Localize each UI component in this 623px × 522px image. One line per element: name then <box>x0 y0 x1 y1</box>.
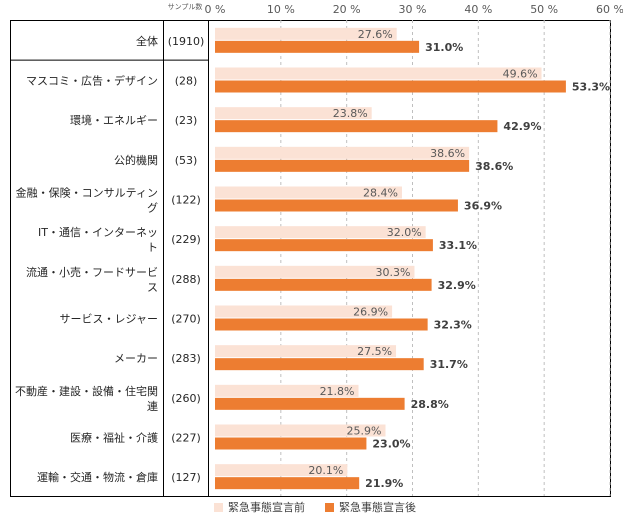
bar-after <box>215 477 360 490</box>
bar-after <box>215 278 432 291</box>
data-label-after: 21.9% <box>365 477 403 490</box>
data-label-after: 23.0% <box>372 438 410 451</box>
bar-after <box>215 80 566 93</box>
legend-label-before: 緊急事態宣言前 <box>228 500 305 514</box>
bar-before <box>215 424 386 437</box>
data-label-after: 32.9% <box>438 279 476 292</box>
sample-size: (227) <box>171 432 201 445</box>
bar-after <box>215 239 433 252</box>
category-label: 全体 <box>136 34 158 48</box>
category-label-continued: 連 <box>147 399 158 413</box>
sample-size: (23) <box>175 114 198 127</box>
data-label-after: 38.6% <box>475 160 513 173</box>
category-label: 公的機関 <box>114 153 158 167</box>
sample-size: (1910) <box>168 35 205 48</box>
bar-after <box>215 120 498 133</box>
data-label-before: 27.5% <box>357 345 392 358</box>
category-label: 流通・小売・フードサービ <box>26 265 158 279</box>
data-label-before: 28.4% <box>363 187 398 200</box>
sample-size: (229) <box>171 233 201 246</box>
category-label: サービス・レジャー <box>60 313 158 326</box>
x-tick-label: 50 % <box>530 3 558 16</box>
sample-size: (283) <box>171 352 201 365</box>
x-tick-label: 10 % <box>267 3 295 16</box>
category-label: 不動産・建設・設備・住宅関 <box>15 384 158 398</box>
bar-after <box>215 397 405 410</box>
data-label-before: 49.6% <box>503 68 538 81</box>
sample-size-header: サンプル数 <box>168 2 203 11</box>
sample-size: (288) <box>171 273 201 286</box>
sample-size: (127) <box>171 471 201 484</box>
bar-before <box>215 146 470 159</box>
category-label: 運輸・交通・物流・倉庫 <box>37 470 158 484</box>
category-label: IT・通信・インターネッ <box>38 226 158 239</box>
bar-after <box>215 40 420 53</box>
bar-before <box>215 27 397 40</box>
data-label-before: 27.6% <box>358 28 393 41</box>
data-label-before: 38.6% <box>430 147 465 160</box>
category-label: 環境・エネルギー <box>70 113 158 127</box>
legend-swatch-after <box>325 503 334 512</box>
category-label-continued: ス <box>147 281 158 294</box>
data-label-after: 31.7% <box>430 358 468 371</box>
data-label-before: 23.8% <box>333 107 368 120</box>
data-label-after: 32.3% <box>434 319 472 332</box>
bar-before <box>215 464 348 477</box>
bar-after <box>215 437 367 450</box>
x-tick-label: 0 % <box>205 3 226 16</box>
x-tick-label: 40 % <box>464 3 492 16</box>
bar-after <box>215 199 458 212</box>
sample-size: (270) <box>171 313 201 326</box>
x-tick-label: 60 % <box>596 3 623 16</box>
bar-before <box>215 67 542 80</box>
bar-before <box>215 107 372 120</box>
data-label-after: 33.1% <box>439 239 477 252</box>
category-label: マスコミ・広告・デザイン <box>26 74 158 88</box>
data-label-after: 53.3% <box>572 81 610 94</box>
data-label-after: 28.8% <box>411 398 449 411</box>
category-label-continued: ト <box>147 241 158 254</box>
bar-before <box>215 305 393 318</box>
data-label-before: 26.9% <box>353 306 388 319</box>
sample-size: (28) <box>175 75 198 88</box>
x-tick-label: 20 % <box>333 3 361 16</box>
category-label: 金融・保険・コンサルティン <box>16 186 158 200</box>
data-label-after: 42.9% <box>503 120 541 133</box>
bar-before <box>215 345 397 358</box>
category-label-continued: グ <box>147 201 158 215</box>
sample-size: (53) <box>175 154 198 167</box>
category-label: 医療・福祉・介護 <box>70 431 158 445</box>
legend-label-after: 緊急事態宣言後 <box>339 500 416 514</box>
sample-size: (260) <box>171 392 201 405</box>
bar-after <box>215 318 428 331</box>
bar-before <box>215 384 359 397</box>
data-label-after: 31.0% <box>425 41 463 54</box>
data-label-before: 25.9% <box>347 425 382 438</box>
bar-after <box>215 358 424 371</box>
bar-before <box>215 186 402 199</box>
sample-size: (122) <box>171 194 201 207</box>
data-label-after: 36.9% <box>464 200 502 213</box>
bar-before <box>215 226 426 239</box>
data-label-before: 20.1% <box>308 464 343 477</box>
data-label-before: 21.8% <box>320 385 355 398</box>
data-label-before: 30.3% <box>376 266 411 279</box>
bar-before <box>215 265 415 278</box>
legend-swatch-before <box>214 503 223 512</box>
x-tick-label: 30 % <box>399 3 427 16</box>
bar-after <box>215 159 470 172</box>
data-label-before: 32.0% <box>387 226 422 239</box>
table-frame <box>10 20 611 497</box>
category-label: メーカー <box>114 352 158 365</box>
